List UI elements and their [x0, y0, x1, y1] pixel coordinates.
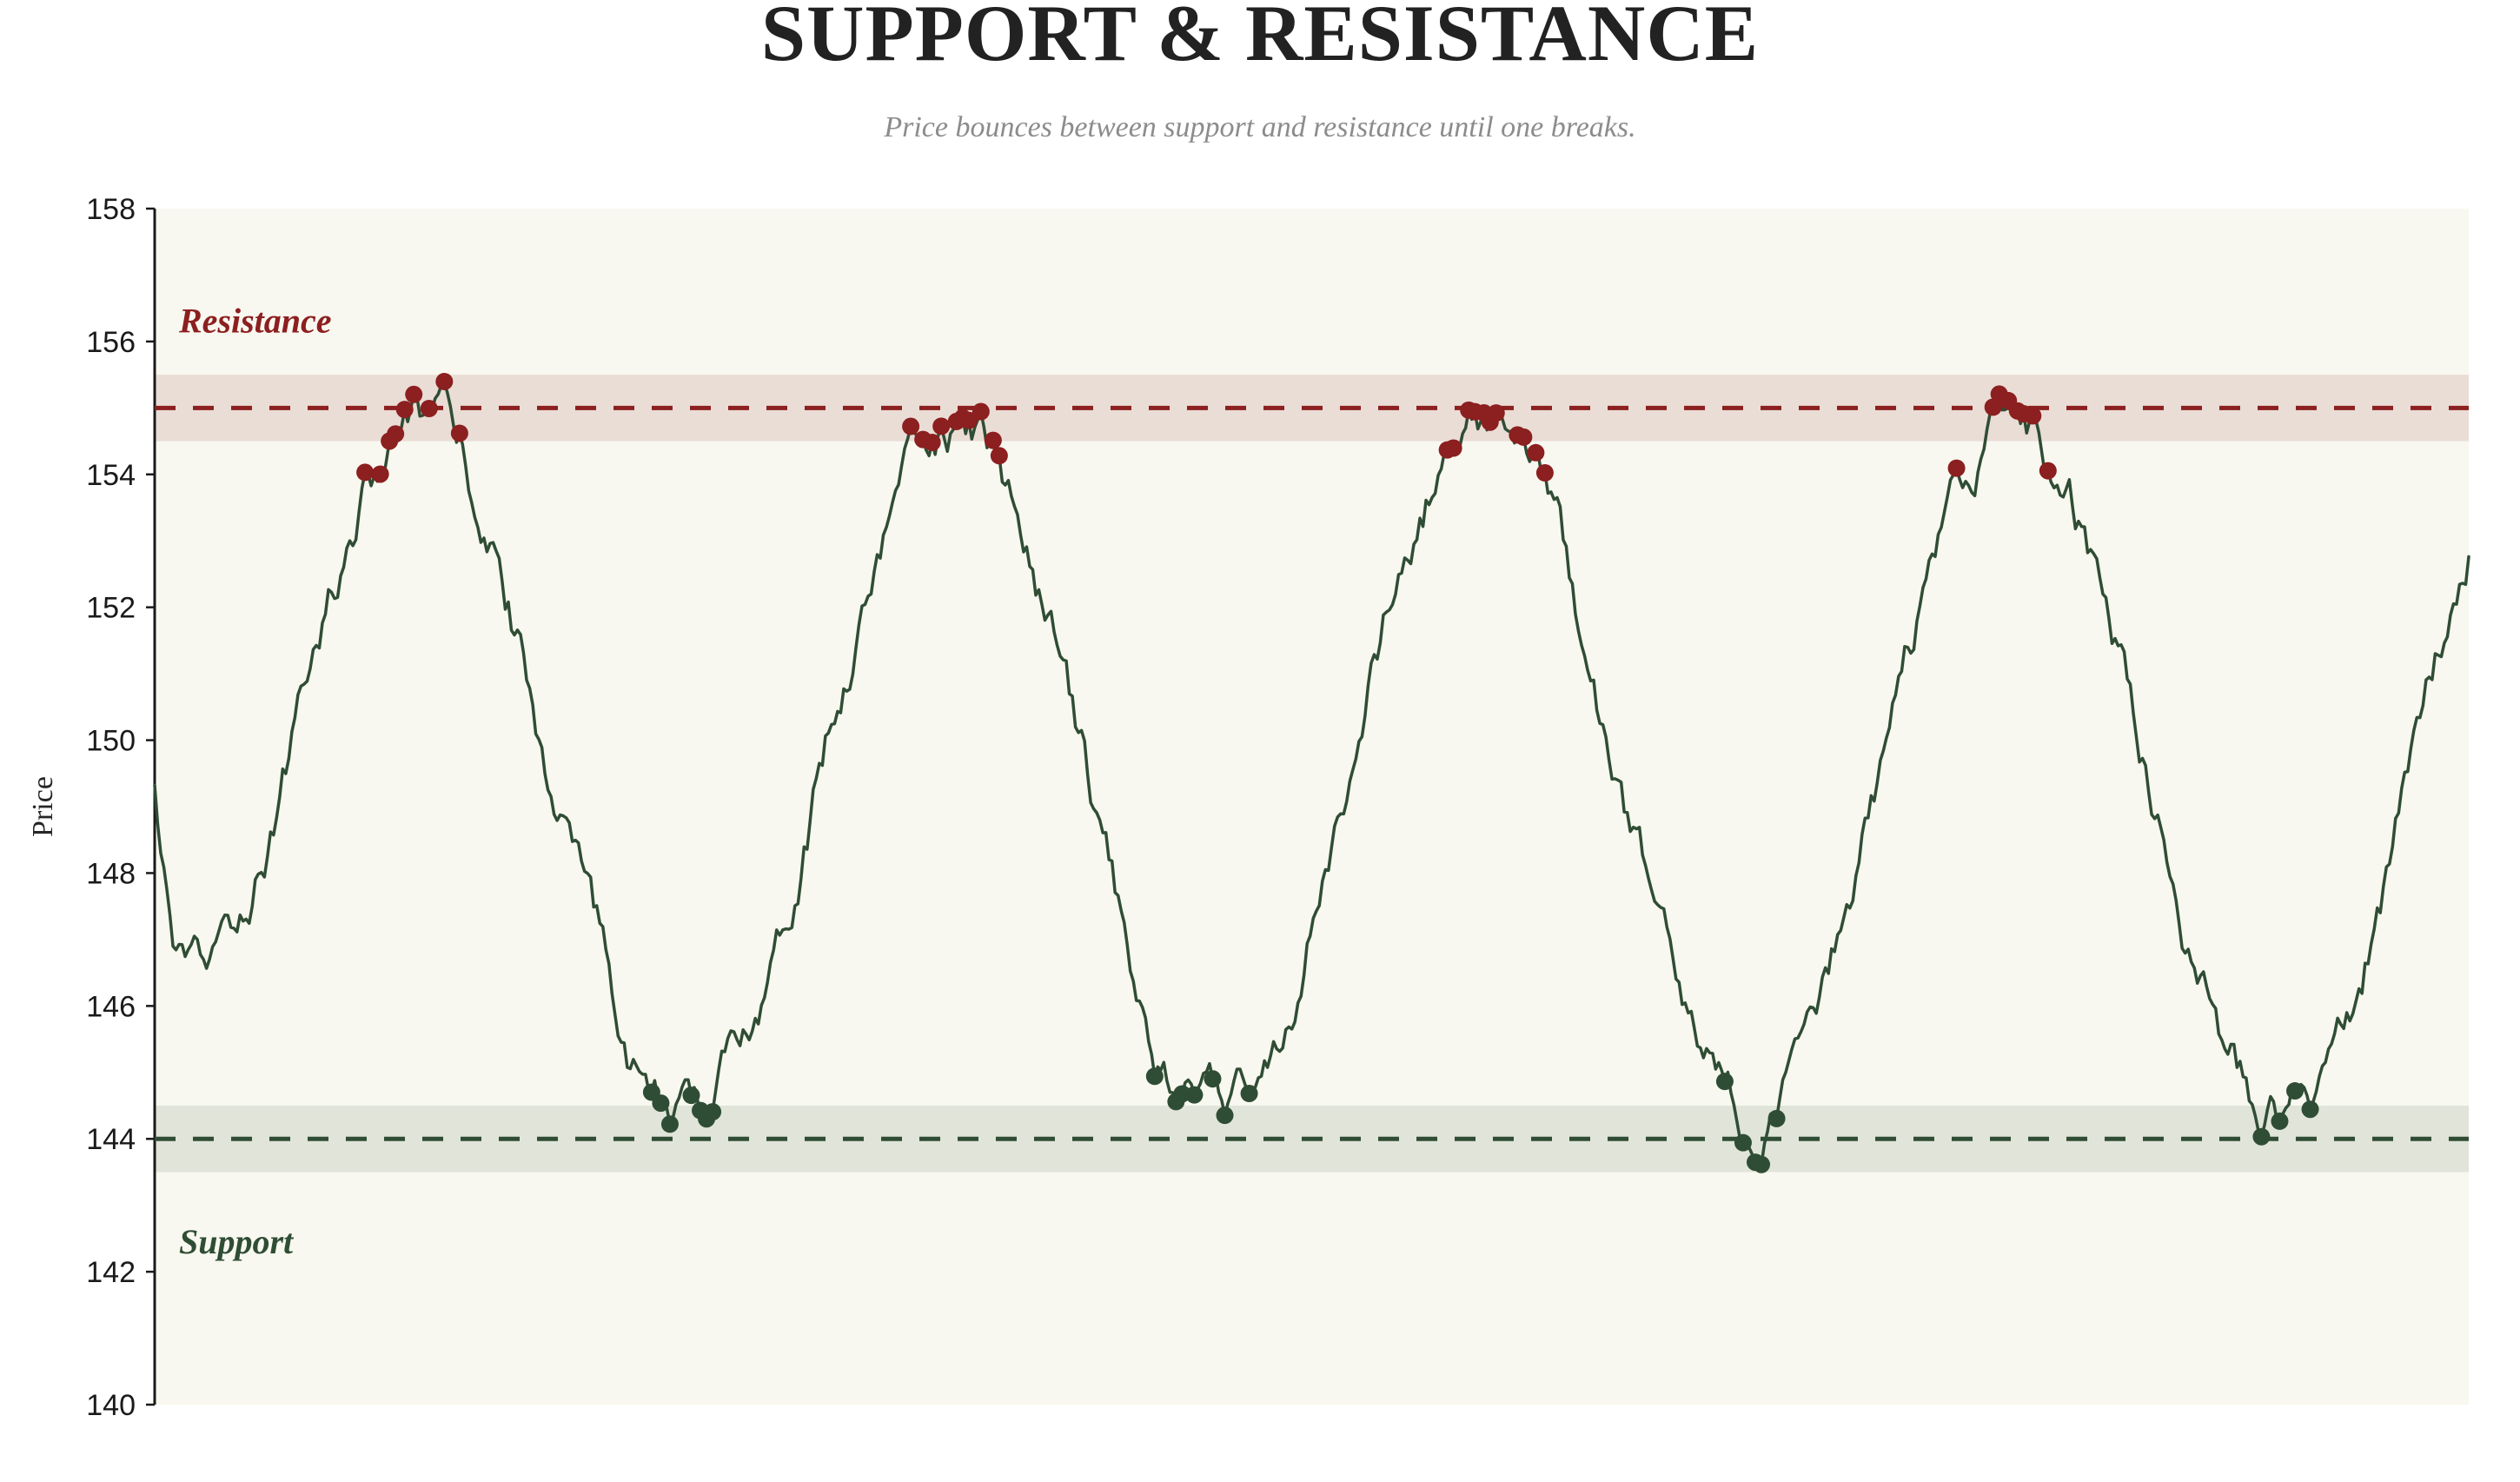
svg-text:144: 144	[86, 1123, 136, 1156]
svg-text:148: 148	[86, 857, 136, 890]
svg-text:146: 146	[86, 990, 136, 1023]
svg-text:Price: Price	[27, 776, 59, 837]
svg-text:154: 154	[86, 459, 136, 492]
svg-text:150: 150	[86, 725, 136, 758]
svg-text:140: 140	[86, 1389, 136, 1422]
svg-text:158: 158	[86, 193, 136, 226]
svg-text:152: 152	[86, 592, 136, 625]
svg-text:Support: Support	[179, 1222, 295, 1261]
svg-text:Resistance: Resistance	[178, 301, 332, 340]
svg-text:156: 156	[86, 326, 136, 359]
svg-text:142: 142	[86, 1256, 136, 1289]
